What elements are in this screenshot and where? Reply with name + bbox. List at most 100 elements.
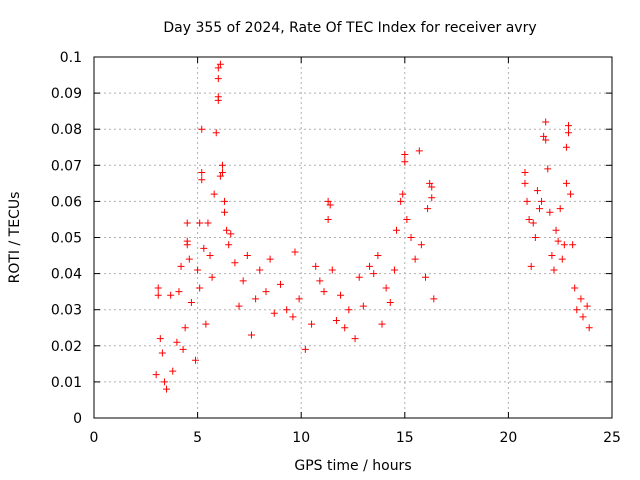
data-point [218, 161, 226, 169]
data-point [198, 176, 206, 184]
data-point [196, 219, 204, 227]
data-point [540, 132, 548, 140]
tick-labels: 0 5 10 15 20 25 0 0.01 0.02 0.03 0.04 0.05 0.06 0.07 0… [51, 50, 621, 446]
data-point [262, 288, 270, 296]
data-point [521, 169, 529, 177]
y-tick-label: 0.03 [51, 303, 82, 319]
data-point [571, 284, 579, 292]
data-point [546, 208, 554, 216]
data-point [301, 345, 309, 353]
data-point [214, 93, 222, 101]
data-point [393, 226, 401, 234]
data-point [276, 280, 284, 288]
data-point [560, 241, 568, 249]
data-point [529, 219, 537, 227]
data-point [289, 313, 297, 321]
data-point [378, 320, 386, 328]
data-point [231, 259, 239, 267]
data-point [424, 205, 432, 213]
data-point [390, 266, 398, 274]
data-point [542, 136, 550, 144]
y-tick-label: 0.04 [51, 267, 82, 283]
data-point [183, 241, 191, 249]
x-tick-label: 20 [499, 430, 517, 446]
data-point [366, 262, 374, 270]
data-point [564, 129, 572, 137]
data-point [332, 317, 340, 325]
data-point [531, 234, 539, 241]
data-point [577, 295, 585, 303]
data-point [407, 234, 415, 241]
data-point [221, 208, 229, 216]
data-point [326, 201, 334, 209]
grid-lines [94, 57, 612, 418]
data-point [328, 266, 336, 274]
data-point [192, 356, 200, 364]
data-point [401, 150, 409, 158]
data-point [308, 320, 316, 328]
data-point [194, 266, 202, 274]
x-axis-label: GPS time / hours [294, 458, 411, 474]
data-point [156, 335, 164, 343]
axis-ticks [93, 56, 613, 419]
data-point [415, 147, 423, 155]
data-point [554, 237, 562, 245]
data-point [374, 252, 382, 260]
data-point [542, 118, 550, 126]
data-point [179, 345, 187, 353]
data-point [167, 291, 175, 299]
y-axis-label: ROTI / TECUs [7, 192, 23, 284]
data-point [573, 306, 581, 314]
data-point [295, 295, 303, 303]
data-point [283, 306, 291, 314]
data-point [558, 255, 566, 263]
data-point [527, 262, 535, 270]
data-point [169, 367, 177, 375]
data-point [397, 197, 405, 205]
data-point [538, 197, 546, 205]
data-point [341, 324, 349, 332]
y-tick-label: 0 [73, 411, 82, 427]
data-point [399, 190, 407, 198]
data-point [569, 241, 577, 249]
data-point [175, 288, 183, 296]
data-point [247, 331, 255, 339]
data-point [218, 169, 226, 177]
y-tick-label: 0.09 [51, 86, 82, 102]
data-point [552, 226, 560, 234]
data-point [158, 349, 166, 357]
data-point [266, 255, 274, 263]
data-point [583, 302, 591, 310]
data-point [198, 125, 206, 133]
data-point [417, 241, 425, 249]
data-point [355, 273, 363, 281]
data-point [324, 215, 332, 223]
y-tick-label: 0.02 [51, 339, 82, 355]
data-point [256, 266, 264, 274]
data-point [163, 385, 171, 393]
data-point [154, 291, 162, 299]
data-point [252, 295, 260, 303]
data-point [291, 248, 299, 256]
data-point [351, 335, 359, 343]
data-point [216, 172, 224, 180]
data-point [428, 194, 436, 202]
x-tick-label: 25 [603, 430, 621, 446]
data-point [152, 371, 160, 379]
data-point [403, 215, 411, 223]
x-tick-label: 10 [292, 430, 310, 446]
data-point [359, 302, 367, 310]
data-point [523, 197, 531, 205]
data-point [173, 338, 181, 346]
y-tick-label: 0.07 [51, 158, 82, 174]
data-point [533, 187, 541, 195]
data-point [562, 179, 570, 187]
data-point [177, 262, 185, 270]
data-point [214, 64, 222, 72]
data-point [154, 284, 162, 292]
data-point [556, 205, 564, 213]
data-point [160, 378, 168, 386]
x-tick-label: 0 [90, 430, 99, 446]
y-tick-label: 0.1 [60, 50, 82, 66]
